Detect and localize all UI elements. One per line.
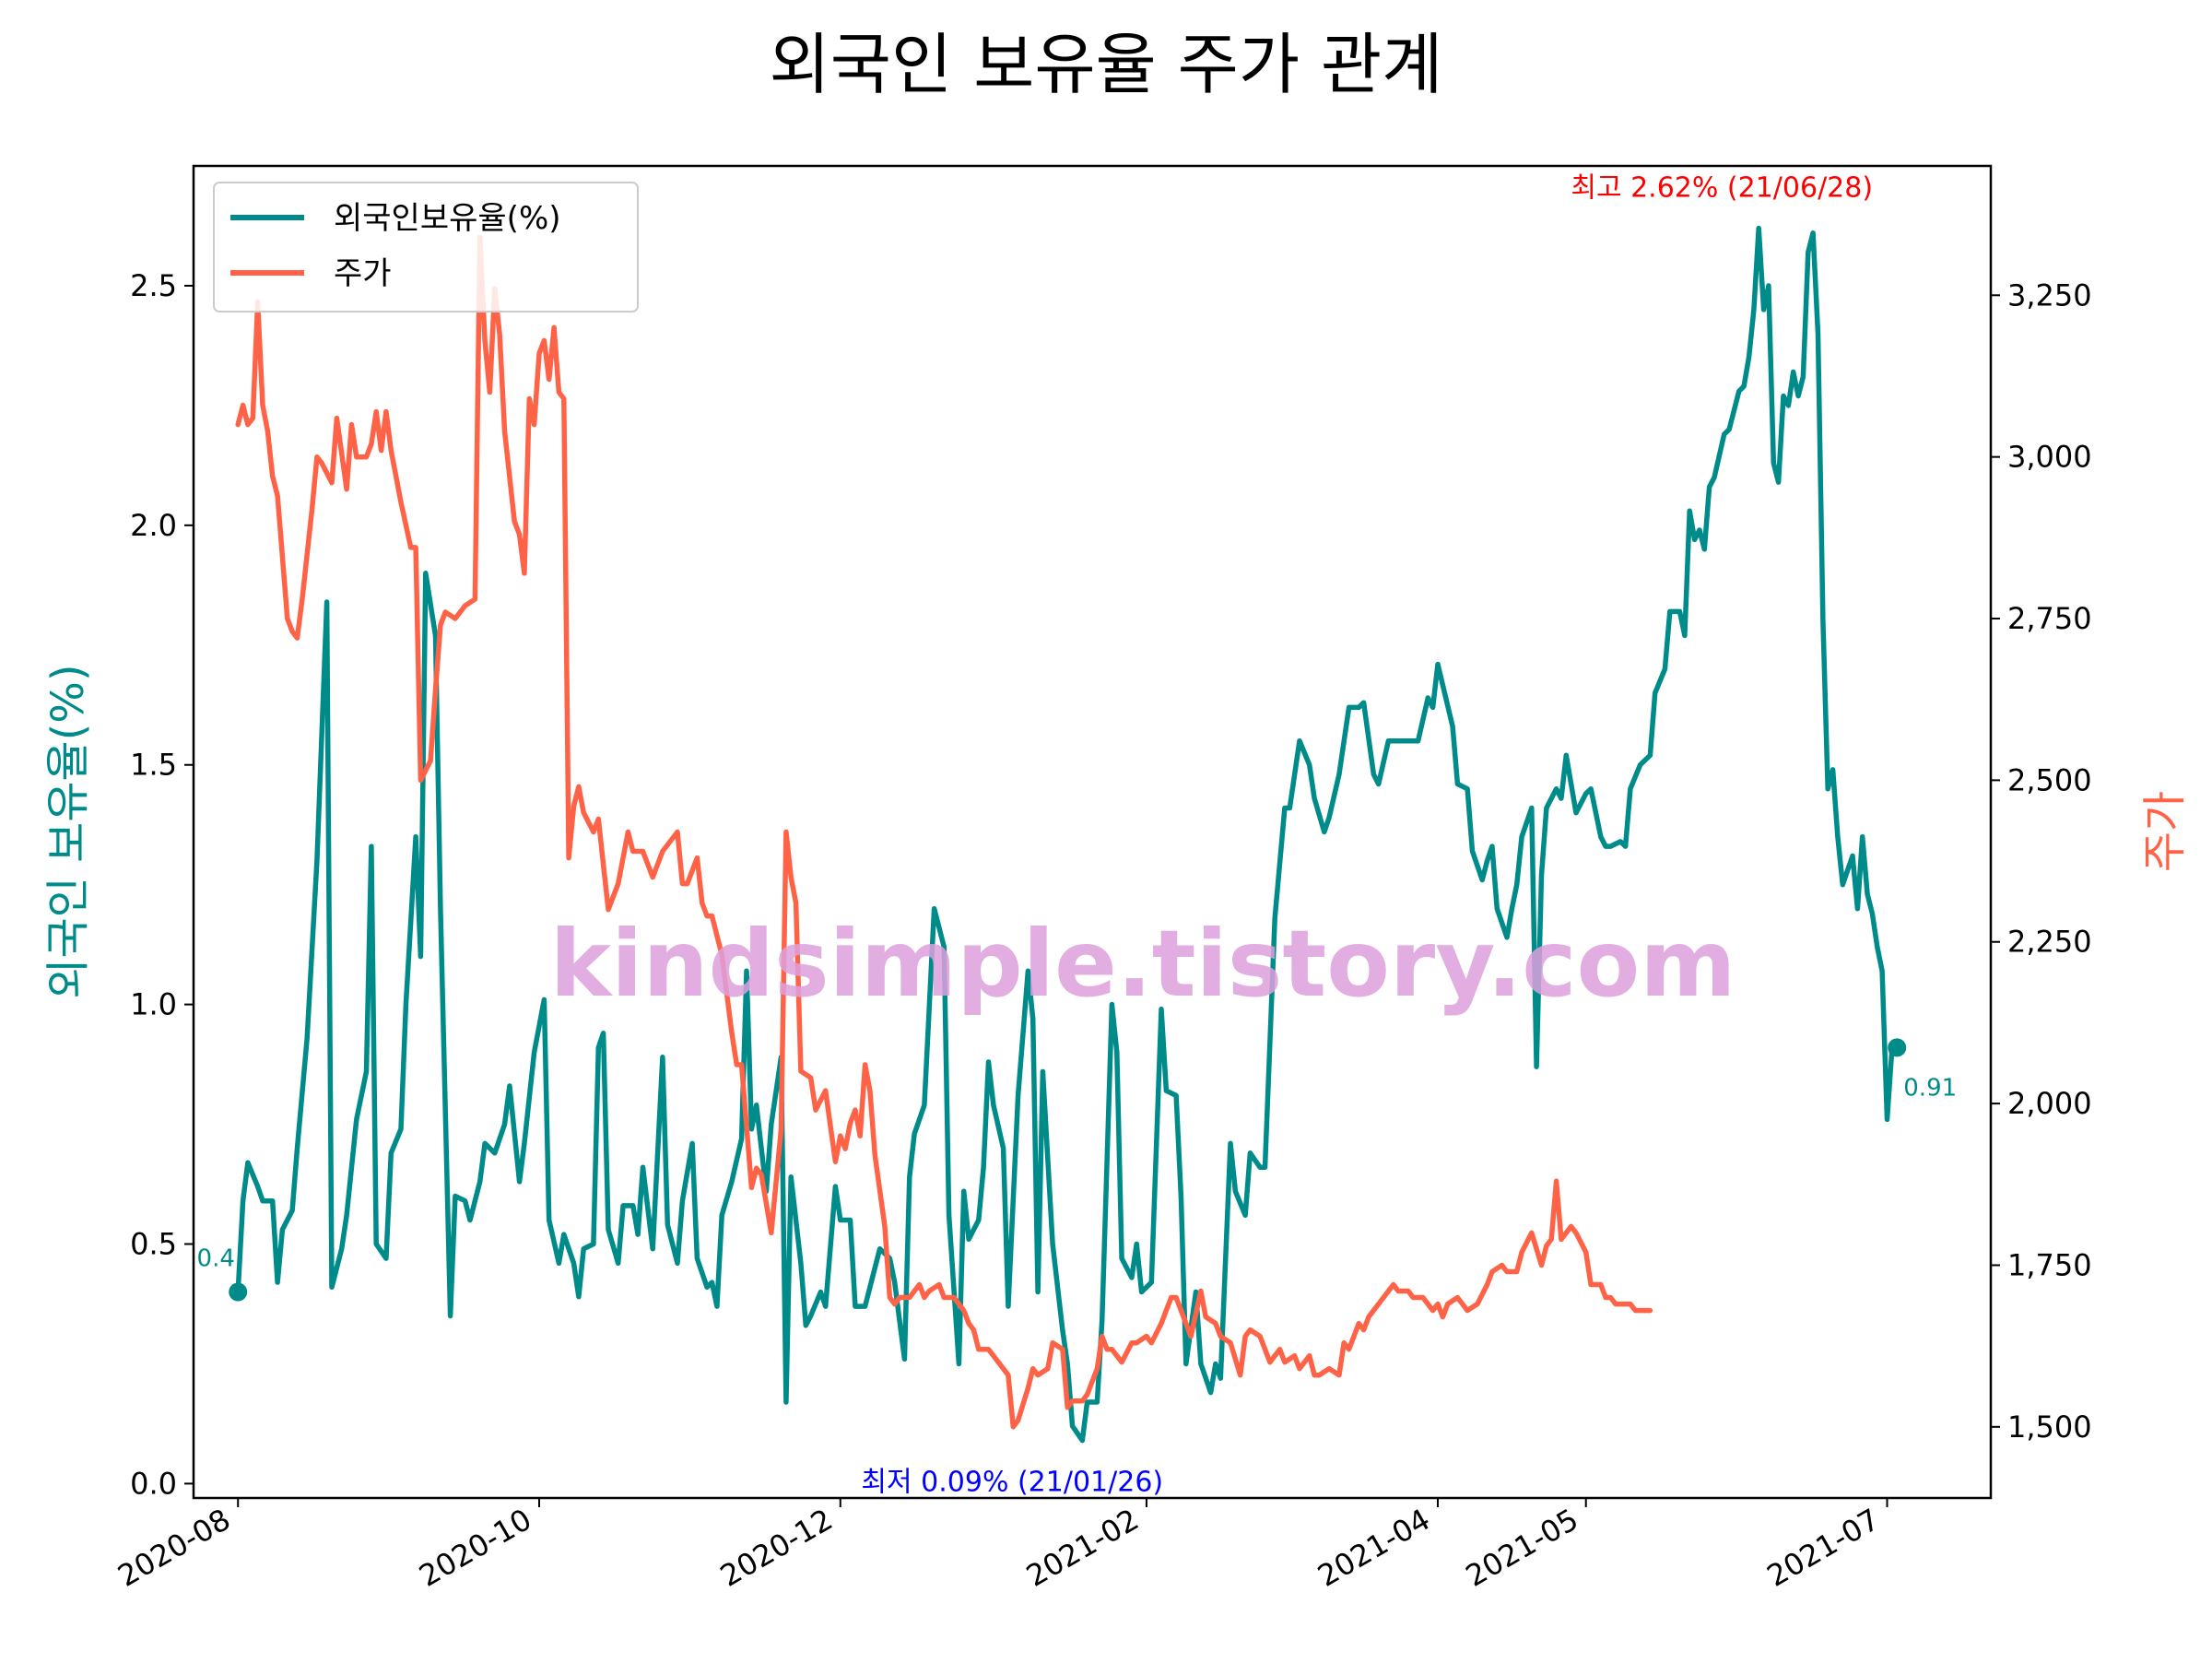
left-axis-label: 외국인 보유율(%) xyxy=(42,664,94,998)
right-y-tick-label: 2,750 xyxy=(2007,601,2092,636)
left-y-axis: 0.0 0.5 1.0 1.5 2.0 2.5 xyxy=(130,268,194,1501)
right-y-axis: 1,500 1,750 2,000 2,250 2,500 2,750 3,000 3,250 xyxy=(1991,277,2092,1445)
right-y-tick-label: 2,250 xyxy=(2007,925,2092,960)
annotation-max: 최고 2.62% (21/06/28) xyxy=(1571,172,1873,205)
left-y-tick-label: 0.5 xyxy=(130,1227,177,1262)
legend-box xyxy=(213,182,639,313)
right-y-tick-label: 1,750 xyxy=(2007,1247,2092,1282)
series-line-foreign-ratio xyxy=(235,225,1900,1444)
left-y-tick-label: 1.0 xyxy=(130,987,177,1022)
series-end-point xyxy=(1888,1038,1907,1057)
left-y-tick-label: 2.5 xyxy=(130,268,177,303)
plot-frame xyxy=(192,164,1993,1500)
right-y-tick-label: 1,500 xyxy=(2007,1409,2092,1445)
annotation-start-value: 0.4 xyxy=(197,1244,235,1272)
series-start-point xyxy=(229,1282,248,1302)
right-axis-label: 주가 xyxy=(2139,791,2191,872)
left-y-tick-label: 1.5 xyxy=(130,748,177,783)
legend-label: 주가 xyxy=(334,255,392,292)
left-y-tick-label: 0.0 xyxy=(130,1466,177,1501)
annotation-end-value: 0.91 xyxy=(1903,1074,1957,1102)
left-y-tick-label: 2.0 xyxy=(130,508,177,543)
right-y-tick-label: 3,250 xyxy=(2007,277,2092,313)
watermark-text: kindsimple.tistory.com xyxy=(550,910,1736,1018)
annotation-min: 최저 0.09% (21/01/26) xyxy=(861,1467,1163,1499)
legend-label: 외국인보유율(%) xyxy=(334,200,561,237)
right-y-tick-label: 2,500 xyxy=(2007,762,2092,797)
series-line-stock-price xyxy=(235,234,1653,1430)
chart-title: 외국인 보유율 주가 관계 xyxy=(769,26,1442,103)
legend: 외국인보유율(%) 주가 xyxy=(213,182,639,313)
series-layer xyxy=(229,225,1907,1444)
annotations: 최고 2.62% (21/06/28) 최저 0.09% (21/01/26) 0.… xyxy=(197,172,1958,1499)
right-y-tick-label: 2,000 xyxy=(2007,1086,2092,1121)
right-y-tick-label: 3,000 xyxy=(2007,440,2092,475)
